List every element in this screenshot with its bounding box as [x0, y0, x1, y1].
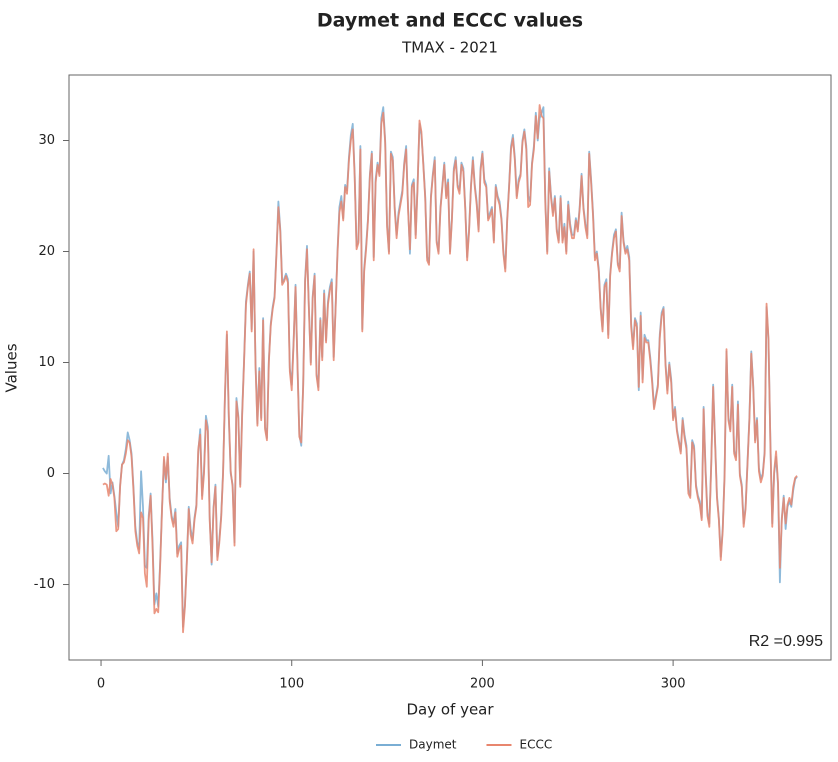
x-axis-title: Day of year: [406, 701, 494, 719]
y-tick-label: 0: [47, 466, 55, 481]
x-tick-label: 300: [661, 677, 686, 692]
y-tick-label: 20: [38, 244, 55, 259]
y-tick-label: 10: [38, 355, 55, 370]
x-tick-label: 0: [97, 677, 105, 692]
x-tick-label: 100: [279, 677, 304, 692]
x-tick-label: 200: [470, 677, 495, 692]
y-tick-label: -10: [34, 577, 55, 592]
chart-subtitle: TMAX - 2021: [401, 39, 498, 57]
plot-frame: [68, 74, 832, 661]
legend-label: ECCC: [519, 738, 552, 752]
series-line: [102, 106, 798, 628]
y-tick-label: 30: [38, 133, 55, 148]
chart-title: Daymet and ECCC values: [317, 10, 583, 32]
y-axis-title: Values: [3, 343, 21, 392]
annotation: R2 =0.995: [749, 633, 823, 650]
series-line: [102, 104, 798, 634]
legend-label: Daymet: [409, 738, 457, 752]
